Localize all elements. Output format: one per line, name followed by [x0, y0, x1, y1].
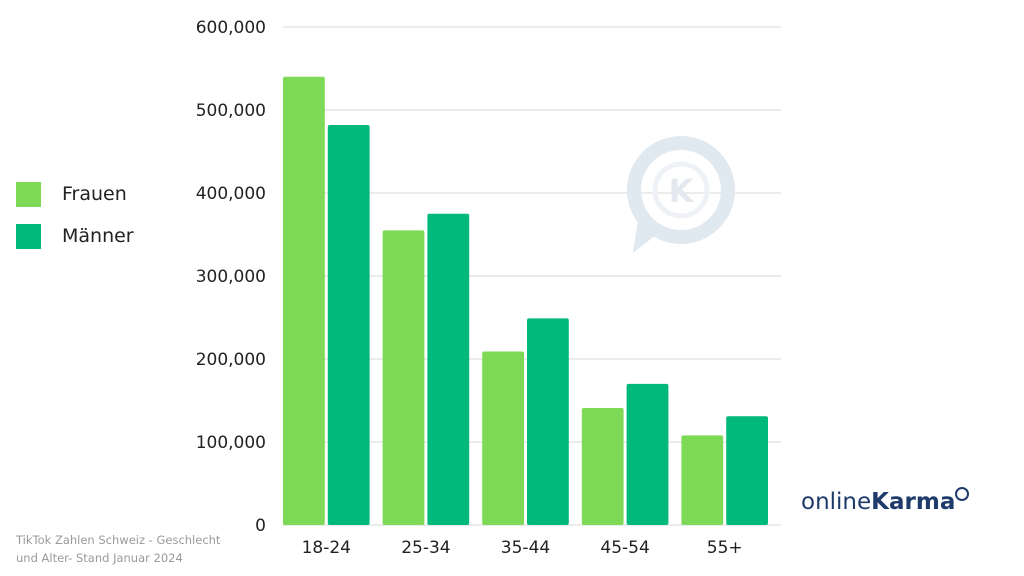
legend-item-maenner: Männer — [16, 222, 134, 250]
x-tick-label: 55+ — [707, 538, 743, 558]
bar-frauen-25-34 — [382, 230, 425, 525]
y-tick-label: 100,000 — [196, 433, 266, 453]
caption-line-1: TikTok Zahlen Schweiz - Geschlecht — [16, 533, 221, 547]
bar-maenner-35-44 — [527, 318, 569, 525]
y-tick-label: 0 — [255, 516, 266, 536]
brand-dot-icon — [955, 487, 970, 501]
bars — [283, 76, 768, 526]
legend-swatch-maenner — [16, 223, 41, 249]
bar-maenner-25-34 — [427, 213, 470, 525]
y-tick-label: 400,000 — [196, 184, 266, 204]
legend-label-frauen: Frauen — [62, 183, 127, 205]
bar-frauen-18-24 — [283, 76, 325, 526]
bar-maenner-18-24 — [327, 124, 370, 525]
x-tick-label: 35-44 — [501, 538, 550, 558]
bar-frauen-45-54 — [581, 407, 624, 525]
bar-frauen-55+ — [681, 435, 724, 525]
legend-item-frauen: Frauen — [16, 180, 134, 208]
brand-prefix: online — [801, 489, 872, 515]
y-tick-label: 300,000 — [196, 267, 266, 287]
y-tick-label: 600,000 — [196, 18, 266, 38]
y-tick-label: 500,000 — [196, 101, 266, 121]
legend-label-maenner: Männer — [62, 225, 134, 247]
x-tick-label: 45-54 — [600, 538, 649, 558]
x-axis-ticks: 18-24 25-34 35-44 45-54 55+ — [302, 538, 743, 558]
karma-speech-bubble-icon: K — [625, 135, 737, 260]
bar-maenner-45-54 — [626, 383, 669, 525]
brand-strong: Karma — [871, 489, 956, 515]
caption-line-2: und Alter- Stand Januar 2024 — [16, 551, 183, 565]
x-tick-label: 18-24 — [302, 538, 351, 558]
brand-logo: online Karma — [801, 487, 970, 523]
x-tick-label: 25-34 — [401, 538, 450, 558]
bar-frauen-35-44 — [482, 351, 524, 525]
legend-swatch-frauen — [16, 181, 41, 207]
chart-caption: TikTok Zahlen Schweiz - Geschlecht und A… — [16, 531, 256, 567]
legend: Frauen Männer — [16, 180, 134, 264]
y-tick-label: 200,000 — [196, 350, 266, 370]
bar-maenner-55+ — [726, 416, 768, 525]
y-axis-ticks: 0 100,000 200,000 300,000 400,000 500,000 600,… — [196, 18, 266, 536]
watermark-letter: K — [669, 172, 695, 210]
